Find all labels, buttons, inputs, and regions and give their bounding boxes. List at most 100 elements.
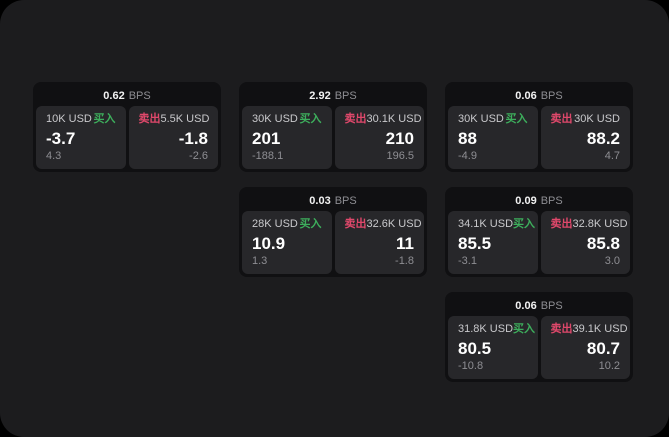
sell-panel-top: 卖出 32.6K USD bbox=[344, 218, 422, 231]
bps-value: 0.06 bbox=[515, 89, 537, 102]
buy-amount: 28K USD bbox=[252, 218, 298, 230]
quote-panels: 30K USD 买入 88 -4.9 卖出 30K USD 88.2 4.7 bbox=[448, 106, 630, 169]
buy-panel-top: 30K USD 买入 bbox=[458, 113, 528, 126]
buy-side-label: 买入 bbox=[513, 218, 536, 230]
buy-price: 88 bbox=[458, 128, 477, 148]
buy-price: -3.7 bbox=[46, 128, 76, 148]
buy-side-label: 买入 bbox=[93, 113, 116, 125]
quote-card: 2.92 BPS 30K USD 买入 201 -188.1 卖出 30.1K … bbox=[239, 82, 427, 172]
sell-price: 11 bbox=[396, 233, 414, 253]
sell-side-label: 卖出 bbox=[344, 113, 367, 125]
quote-panels: 30K USD 买入 201 -188.1 卖出 30.1K USD 210 1… bbox=[242, 106, 424, 169]
sell-sub-value: -1.8 bbox=[395, 255, 414, 267]
quote-card: 0.06 BPS 30K USD 买入 88 -4.9 卖出 30K USD bbox=[445, 82, 633, 172]
sell-sub-value: 10.2 bbox=[598, 360, 620, 372]
buy-panel-top: 10K USD 买入 bbox=[46, 113, 116, 126]
sell-panel-top: 卖出 30.1K USD bbox=[344, 113, 422, 126]
quote-card: 0.03 BPS 28K USD 买入 10.9 1.3 卖出 32.6K US… bbox=[239, 187, 427, 277]
bps-unit-label: BPS bbox=[540, 89, 563, 102]
buy-price: 85.5 bbox=[458, 233, 492, 253]
sell-amount: 32.8K USD bbox=[572, 218, 628, 230]
buy-price: 201 bbox=[252, 128, 281, 148]
sell-price: -1.8 bbox=[178, 128, 208, 148]
sell-side-label: 卖出 bbox=[344, 218, 367, 230]
card-header: 2.92 BPS bbox=[242, 85, 424, 106]
sell-sub-value: -2.6 bbox=[189, 150, 208, 162]
buy-amount: 30K USD bbox=[458, 113, 504, 125]
card-header: 0.62 BPS bbox=[36, 85, 218, 106]
sell-amount: 32.6K USD bbox=[366, 218, 422, 230]
buy-amount: 30K USD bbox=[252, 113, 298, 125]
sell-sub-value: 196.5 bbox=[386, 150, 414, 162]
buy-panel[interactable]: 10K USD 买入 -3.7 4.3 bbox=[36, 106, 126, 169]
bps-unit-label: BPS bbox=[540, 299, 563, 312]
sell-panel-top: 卖出 39.1K USD bbox=[551, 323, 628, 336]
quote-card: 0.62 BPS 10K USD 买入 -3.7 4.3 卖出 5.5K USD bbox=[33, 82, 221, 172]
buy-sub-value: 1.3 bbox=[252, 255, 268, 267]
buy-sub-value: 4.3 bbox=[46, 150, 62, 162]
bps-unit-label: BPS bbox=[128, 89, 151, 102]
bps-value: 0.03 bbox=[309, 194, 331, 207]
quote-card: 0.06 BPS 31.8K USD 买入 80.5 -10.8 卖出 39.1… bbox=[445, 292, 633, 382]
bps-value: 0.06 bbox=[515, 299, 537, 312]
sell-panel-top: 卖出 32.8K USD bbox=[550, 218, 628, 231]
quote-panels: 34.1K USD 买入 85.5 -3.1 卖出 32.8K USD 85.8… bbox=[448, 211, 630, 274]
buy-side-label: 买入 bbox=[505, 113, 528, 125]
sell-amount: 5.5K USD bbox=[160, 113, 210, 125]
buy-panel-top: 30K USD 买入 bbox=[252, 113, 322, 126]
buy-panel-top: 34.1K USD 买入 bbox=[458, 218, 535, 231]
bps-unit-label: BPS bbox=[540, 194, 563, 207]
sell-price: 88.2 bbox=[586, 128, 620, 148]
bps-unit-label: BPS bbox=[334, 194, 357, 207]
sell-panel-top: 卖出 30K USD bbox=[551, 113, 621, 126]
card-header: 0.06 BPS bbox=[448, 295, 630, 316]
sell-panel[interactable]: 卖出 32.8K USD 85.8 3.0 bbox=[540, 211, 630, 274]
sell-sub-value: 4.7 bbox=[604, 150, 620, 162]
sell-side-label: 卖出 bbox=[550, 113, 573, 125]
buy-panel[interactable]: 28K USD 买入 10.9 1.3 bbox=[242, 211, 332, 274]
sell-panel[interactable]: 卖出 30.1K USD 210 196.5 bbox=[334, 106, 424, 169]
sell-price: 85.8 bbox=[586, 233, 620, 253]
buy-panel-top: 28K USD 买入 bbox=[252, 218, 322, 231]
quote-card-grid: 0.62 BPS 10K USD 买入 -3.7 4.3 卖出 5.5K USD bbox=[33, 82, 633, 382]
sell-panel[interactable]: 卖出 5.5K USD -1.8 -2.6 bbox=[128, 106, 218, 169]
buy-side-label: 买入 bbox=[299, 218, 322, 230]
sell-side-label: 卖出 bbox=[550, 218, 573, 230]
bps-value: 2.92 bbox=[309, 89, 331, 102]
card-header: 0.03 BPS bbox=[242, 190, 424, 211]
sell-panel-top: 卖出 5.5K USD bbox=[138, 113, 210, 126]
card-header: 0.09 BPS bbox=[448, 190, 630, 211]
buy-panel[interactable]: 34.1K USD 买入 85.5 -3.1 bbox=[448, 211, 538, 274]
sell-price: 80.7 bbox=[586, 338, 620, 358]
sell-panel[interactable]: 卖出 39.1K USD 80.7 10.2 bbox=[540, 316, 630, 379]
quote-panels: 28K USD 买入 10.9 1.3 卖出 32.6K USD 11 -1.8 bbox=[242, 211, 424, 274]
sell-amount: 30K USD bbox=[574, 113, 620, 125]
sell-side-label: 卖出 bbox=[138, 113, 161, 125]
quote-card: 0.09 BPS 34.1K USD 买入 85.5 -3.1 卖出 32.8K… bbox=[445, 187, 633, 277]
sell-price: 210 bbox=[385, 128, 414, 148]
buy-panel[interactable]: 30K USD 买入 88 -4.9 bbox=[448, 106, 538, 169]
buy-sub-value: -10.8 bbox=[458, 360, 484, 372]
buy-panel[interactable]: 31.8K USD 买入 80.5 -10.8 bbox=[448, 316, 538, 379]
card-header: 0.06 BPS bbox=[448, 85, 630, 106]
buy-sub-value: -3.1 bbox=[458, 255, 477, 267]
quote-panels: 31.8K USD 买入 80.5 -10.8 卖出 39.1K USD 80.… bbox=[448, 316, 630, 379]
sell-sub-value: 3.0 bbox=[604, 255, 620, 267]
quote-panels: 10K USD 买入 -3.7 4.3 卖出 5.5K USD -1.8 -2.… bbox=[36, 106, 218, 169]
buy-side-label: 买入 bbox=[299, 113, 322, 125]
sell-amount: 39.1K USD bbox=[572, 323, 628, 335]
sell-amount: 30.1K USD bbox=[366, 113, 422, 125]
buy-sub-value: -188.1 bbox=[252, 150, 284, 162]
sell-panel[interactable]: 卖出 32.6K USD 11 -1.8 bbox=[334, 211, 424, 274]
sell-panel[interactable]: 卖出 30K USD 88.2 4.7 bbox=[540, 106, 630, 169]
buy-sub-value: -4.9 bbox=[458, 150, 477, 162]
buy-panel[interactable]: 30K USD 买入 201 -188.1 bbox=[242, 106, 332, 169]
buy-amount: 34.1K USD bbox=[458, 218, 514, 230]
buy-price: 80.5 bbox=[458, 338, 492, 358]
buy-price: 10.9 bbox=[252, 233, 286, 253]
bps-value: 0.09 bbox=[515, 194, 537, 207]
bps-value: 0.62 bbox=[103, 89, 125, 102]
buy-side-label: 买入 bbox=[513, 323, 536, 335]
bps-unit-label: BPS bbox=[334, 89, 357, 102]
